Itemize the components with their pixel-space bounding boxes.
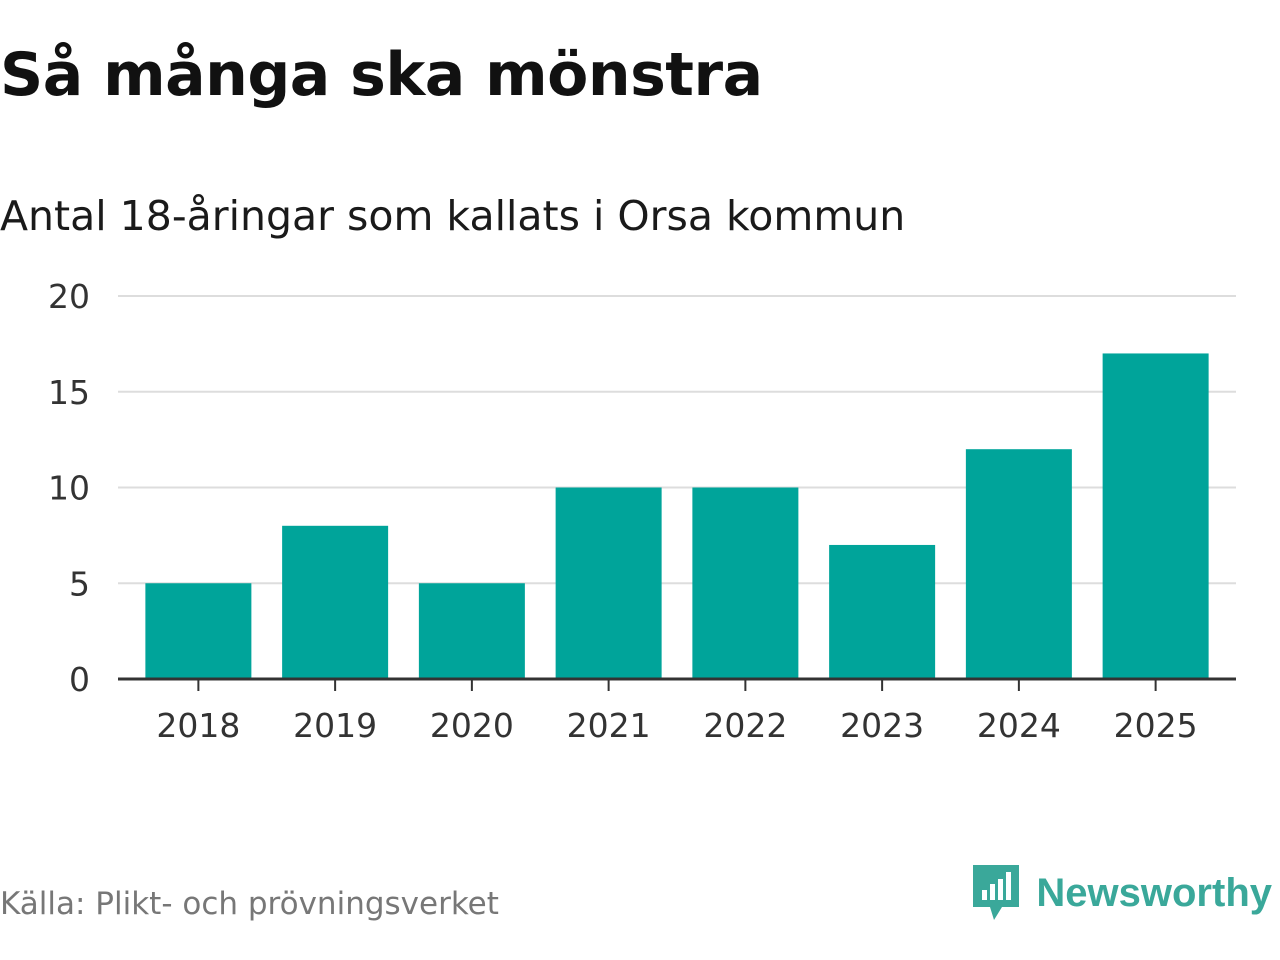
brand-logo: Newsworthy [970, 862, 1272, 924]
bar-series [145, 353, 1209, 679]
y-tick-label: 5 [69, 564, 90, 603]
bar-2020 [418, 583, 525, 679]
x-axis: 2018 2019 2020 2021 2022 2023 2024 2025 [156, 679, 1198, 745]
bar-2023 [829, 544, 936, 679]
source-note: Källa: Plikt- och prövningsverket [0, 886, 499, 922]
bar-2021 [555, 487, 662, 679]
y-tick-label: 20 [48, 277, 90, 316]
x-tick-label: 2019 [293, 706, 377, 745]
newsworthy-logo-icon [973, 865, 1020, 920]
y-axis: 0 5 10 15 20 [48, 277, 90, 699]
bar-chart: 0 5 10 15 20 2018 2019 2020 2021 2022 2023 2024 202… [48, 277, 1236, 745]
x-tick-label: 2024 [977, 706, 1061, 745]
bar-2024 [965, 449, 1072, 679]
bar-2018 [145, 583, 252, 679]
chart-title: Så många ska mönstra [0, 40, 763, 110]
x-tick-label: 2020 [430, 706, 514, 745]
x-tick-label: 2021 [567, 706, 651, 745]
bar-2022 [692, 487, 799, 679]
x-tick-label: 2025 [1114, 706, 1198, 745]
y-tick-label: 0 [69, 660, 90, 699]
y-tick-label: 10 [48, 469, 90, 508]
bar-2025 [1102, 353, 1209, 679]
brand-name: Newsworthy [1036, 870, 1272, 915]
x-tick-label: 2018 [156, 706, 240, 745]
chart-subtitle: Antal 18-åringar som kallats i Orsa komm… [0, 192, 906, 240]
bar-2019 [282, 525, 389, 679]
y-tick-label: 15 [48, 373, 90, 412]
x-tick-label: 2022 [703, 706, 787, 745]
x-tick-label: 2023 [840, 706, 924, 745]
